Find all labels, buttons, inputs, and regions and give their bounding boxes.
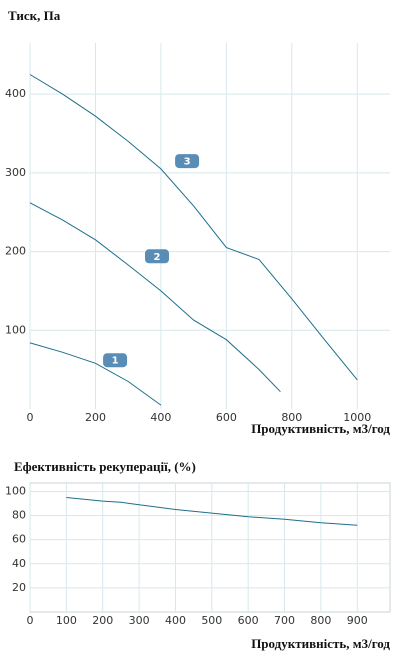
x-tick-label: 200 bbox=[85, 411, 106, 424]
plot-frame bbox=[29, 482, 391, 613]
x-tick-label: 0 bbox=[27, 614, 34, 627]
series-badge bbox=[144, 249, 169, 264]
series-line bbox=[29, 74, 358, 381]
x-tick-label: 700 bbox=[274, 614, 295, 627]
x-tick-label: 300 bbox=[129, 614, 150, 627]
y-tick-label: 60 bbox=[12, 533, 26, 546]
x-axis-label: Продуктивність, м3/год bbox=[251, 421, 390, 436]
y-tick-label: 300 bbox=[5, 166, 26, 179]
series-name: 1 bbox=[112, 356, 119, 367]
x-tick-label: 400 bbox=[150, 411, 171, 424]
x-tick-label: 800 bbox=[281, 411, 302, 424]
y-tick-label: 40 bbox=[12, 557, 26, 570]
y-tick-label: 100 bbox=[5, 323, 26, 336]
x-tick-label: 600 bbox=[216, 411, 237, 424]
x-tick-label: 0 bbox=[27, 411, 34, 424]
x-tick-label: 100 bbox=[56, 614, 77, 627]
series-badge bbox=[103, 353, 128, 368]
x-tick-label: 900 bbox=[347, 614, 368, 627]
x-tick-label: 400 bbox=[165, 614, 186, 627]
series-name: 2 bbox=[153, 252, 160, 263]
chart-title: Ефективність рекуперації, (%) bbox=[14, 459, 196, 474]
x-tick-label: 500 bbox=[201, 614, 222, 627]
series-badge bbox=[175, 154, 200, 169]
y-tick-label: 80 bbox=[12, 509, 26, 522]
y-tick-label: 200 bbox=[5, 245, 26, 258]
series-name: 3 bbox=[184, 157, 191, 168]
series-line bbox=[66, 497, 358, 526]
x-tick-label: 1000 bbox=[343, 411, 371, 424]
x-tick-label: 600 bbox=[238, 614, 259, 627]
series-line bbox=[29, 202, 281, 393]
x-tick-label: 800 bbox=[310, 614, 331, 627]
y-tick-label: 100 bbox=[5, 484, 26, 497]
chart-title: Тиск, Па bbox=[8, 8, 61, 23]
y-tick-label: 400 bbox=[5, 87, 26, 100]
y-tick-label: 20 bbox=[12, 581, 26, 594]
series-line bbox=[29, 342, 162, 406]
x-tick-label: 200 bbox=[92, 614, 113, 627]
x-axis-label: Продуктивність, м3/год bbox=[251, 636, 390, 651]
